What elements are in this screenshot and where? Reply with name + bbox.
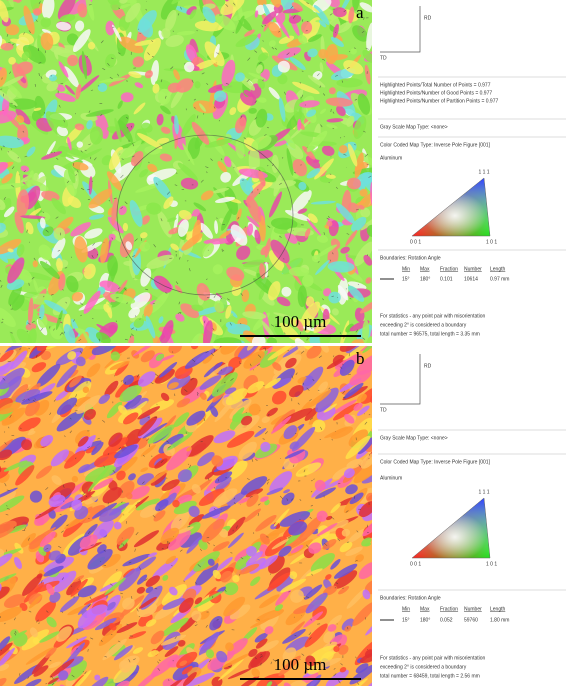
table-cell: 1.80 mm xyxy=(490,617,509,623)
table-header: Length xyxy=(490,606,506,612)
color-coded: Color Coded Map Type: Inverse Pole Figur… xyxy=(380,459,491,465)
axes-icon xyxy=(380,354,420,404)
statistics-note: exceeding 2° is considered a boundary xyxy=(380,664,467,670)
phase: Aluminum xyxy=(380,475,402,481)
grain-boundary xyxy=(196,622,197,623)
table-header: Fraction xyxy=(440,606,458,612)
statistics-note: For statistics - any point pair with mis… xyxy=(380,313,486,319)
grain-boundary xyxy=(122,597,123,598)
gray-scale: Gray Scale Map Type: <none> xyxy=(380,435,448,441)
table-header: Max xyxy=(420,606,430,612)
rd-label: RD xyxy=(424,15,432,21)
grain-boundary xyxy=(331,157,332,158)
ipf-label: 1 1 1 xyxy=(478,169,489,175)
table-cell: 0.101 xyxy=(440,276,453,282)
figure: a 100 µm RD TD Highlighted Points/Total Numb… xyxy=(0,0,568,686)
highlight-line: Highlighted Points/Number of Partition P… xyxy=(380,98,498,104)
td-label: TD xyxy=(380,55,387,61)
table-header: Fraction xyxy=(440,266,458,272)
panel-label: a xyxy=(356,3,364,22)
td-label: TD xyxy=(380,407,387,413)
ipf-triangle-highlight xyxy=(412,498,490,558)
ipf-label: 0 0 1 xyxy=(410,239,421,245)
boundaries-title: Boundaries: Rotation Angle xyxy=(380,595,441,601)
table-header: Number xyxy=(464,266,482,272)
rd-label: RD xyxy=(424,363,432,369)
statistics-note: For statistics - any point pair with mis… xyxy=(380,655,486,661)
scale-bar-label: 100 µm xyxy=(274,312,327,331)
table-header: Number xyxy=(464,606,482,612)
ipf-triangle-highlight xyxy=(412,178,490,236)
highlight-line: Highlighted Points/Total Number of Point… xyxy=(380,82,491,88)
statistics-note: exceeding 2° is considered a boundary xyxy=(380,322,467,328)
ipf-label: 1 0 1 xyxy=(486,561,497,567)
table-cell: 10614 xyxy=(464,276,478,282)
panel-label: b xyxy=(356,349,365,368)
ipf-label: 1 0 1 xyxy=(486,239,497,245)
table-cell: 0.052 xyxy=(440,617,453,623)
statistics-note: total number = 68459, total length = 2.5… xyxy=(380,673,480,679)
ebsd-map xyxy=(0,329,391,686)
scale-bar-label: 100 µm xyxy=(274,655,327,674)
table-header: Min xyxy=(402,606,410,612)
color-coded: Color Coded Map Type: Inverse Pole Figur… xyxy=(380,142,491,148)
ipf-label: 1 1 1 xyxy=(478,489,489,495)
table-cell: 15° xyxy=(402,276,410,282)
boundaries-title: Boundaries: Rotation Angle xyxy=(380,255,441,261)
ebsd-map xyxy=(0,0,389,361)
phase: Aluminum xyxy=(380,155,402,161)
statistics-note: total number = 96575, total length = 3.3… xyxy=(380,331,480,337)
table-cell: 0.97 mm xyxy=(490,276,509,282)
table-cell: 180° xyxy=(420,276,430,282)
table-cell: 15° xyxy=(402,617,410,623)
table-header: Min xyxy=(402,266,410,272)
table-header: Max xyxy=(420,266,430,272)
table-header: Length xyxy=(490,266,506,272)
axes-icon xyxy=(380,6,420,52)
highlight-line: Highlighted Points/Number of Good Points… xyxy=(380,90,492,96)
grain xyxy=(1,43,14,51)
grain xyxy=(161,28,170,38)
table-cell: 59760 xyxy=(464,617,478,623)
ipf-label: 0 0 1 xyxy=(410,561,421,567)
grain xyxy=(109,234,116,241)
table-cell: 180° xyxy=(420,617,430,623)
gray-scale: Gray Scale Map Type: <none> xyxy=(380,124,448,130)
